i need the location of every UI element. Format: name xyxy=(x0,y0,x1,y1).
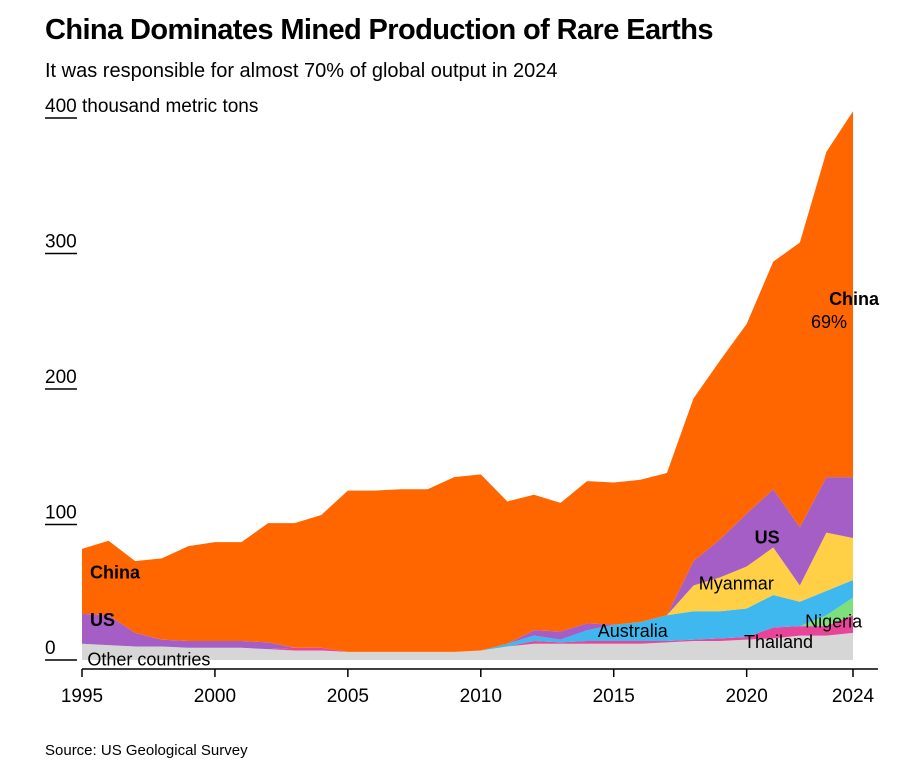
area-china xyxy=(82,111,853,652)
y-axis: 0 100 200 300 400 thousand metric tons xyxy=(45,96,258,661)
x-axis: 1995 2000 2005 2010 2015 2020 2024 xyxy=(61,668,878,707)
x-tick-label: 2005 xyxy=(327,686,369,707)
area-australia xyxy=(82,580,853,652)
label-other-countries: Other countries xyxy=(87,649,210,669)
x-tick-label: 2024 xyxy=(832,686,875,707)
series-labels: China 69% China US US Myanmar Australia Thailan… xyxy=(87,289,880,669)
area-myanmar xyxy=(82,532,853,652)
label-nigeria: Nigeria xyxy=(805,611,863,631)
label-china: China xyxy=(90,563,141,583)
area-us xyxy=(82,477,853,652)
label-australia: Australia xyxy=(598,621,669,641)
label-myanmar: Myanmar xyxy=(699,574,774,594)
label-us: US xyxy=(755,527,780,547)
y-tick-label: 0 xyxy=(45,638,56,659)
x-tick-label: 1995 xyxy=(61,686,103,707)
label-us: US xyxy=(90,610,115,630)
x-tick-label: 2000 xyxy=(194,686,236,707)
label-china: China xyxy=(829,289,880,309)
area-series-group xyxy=(82,111,853,660)
y-tick-label: 200 xyxy=(45,367,77,388)
source-note: Source: US Geological Survey xyxy=(45,742,248,759)
label-69-: 69% xyxy=(811,312,847,332)
x-tick-label: 2020 xyxy=(726,686,768,707)
x-tick-label: 2010 xyxy=(460,686,502,707)
chart-title: China Dominates Mined Production of Rare… xyxy=(45,14,713,46)
y-tick-label: 400 thousand metric tons xyxy=(45,96,258,117)
area-thailand xyxy=(82,615,853,652)
chart-subtitle: It was responsible for almost 70% of glo… xyxy=(45,60,558,82)
x-tick-label: 2015 xyxy=(593,686,635,707)
area-other-countries xyxy=(82,632,853,660)
label-thailand: Thailand xyxy=(744,632,813,652)
y-tick-label: 100 xyxy=(45,503,77,524)
y-tick-label: 300 xyxy=(45,232,77,253)
